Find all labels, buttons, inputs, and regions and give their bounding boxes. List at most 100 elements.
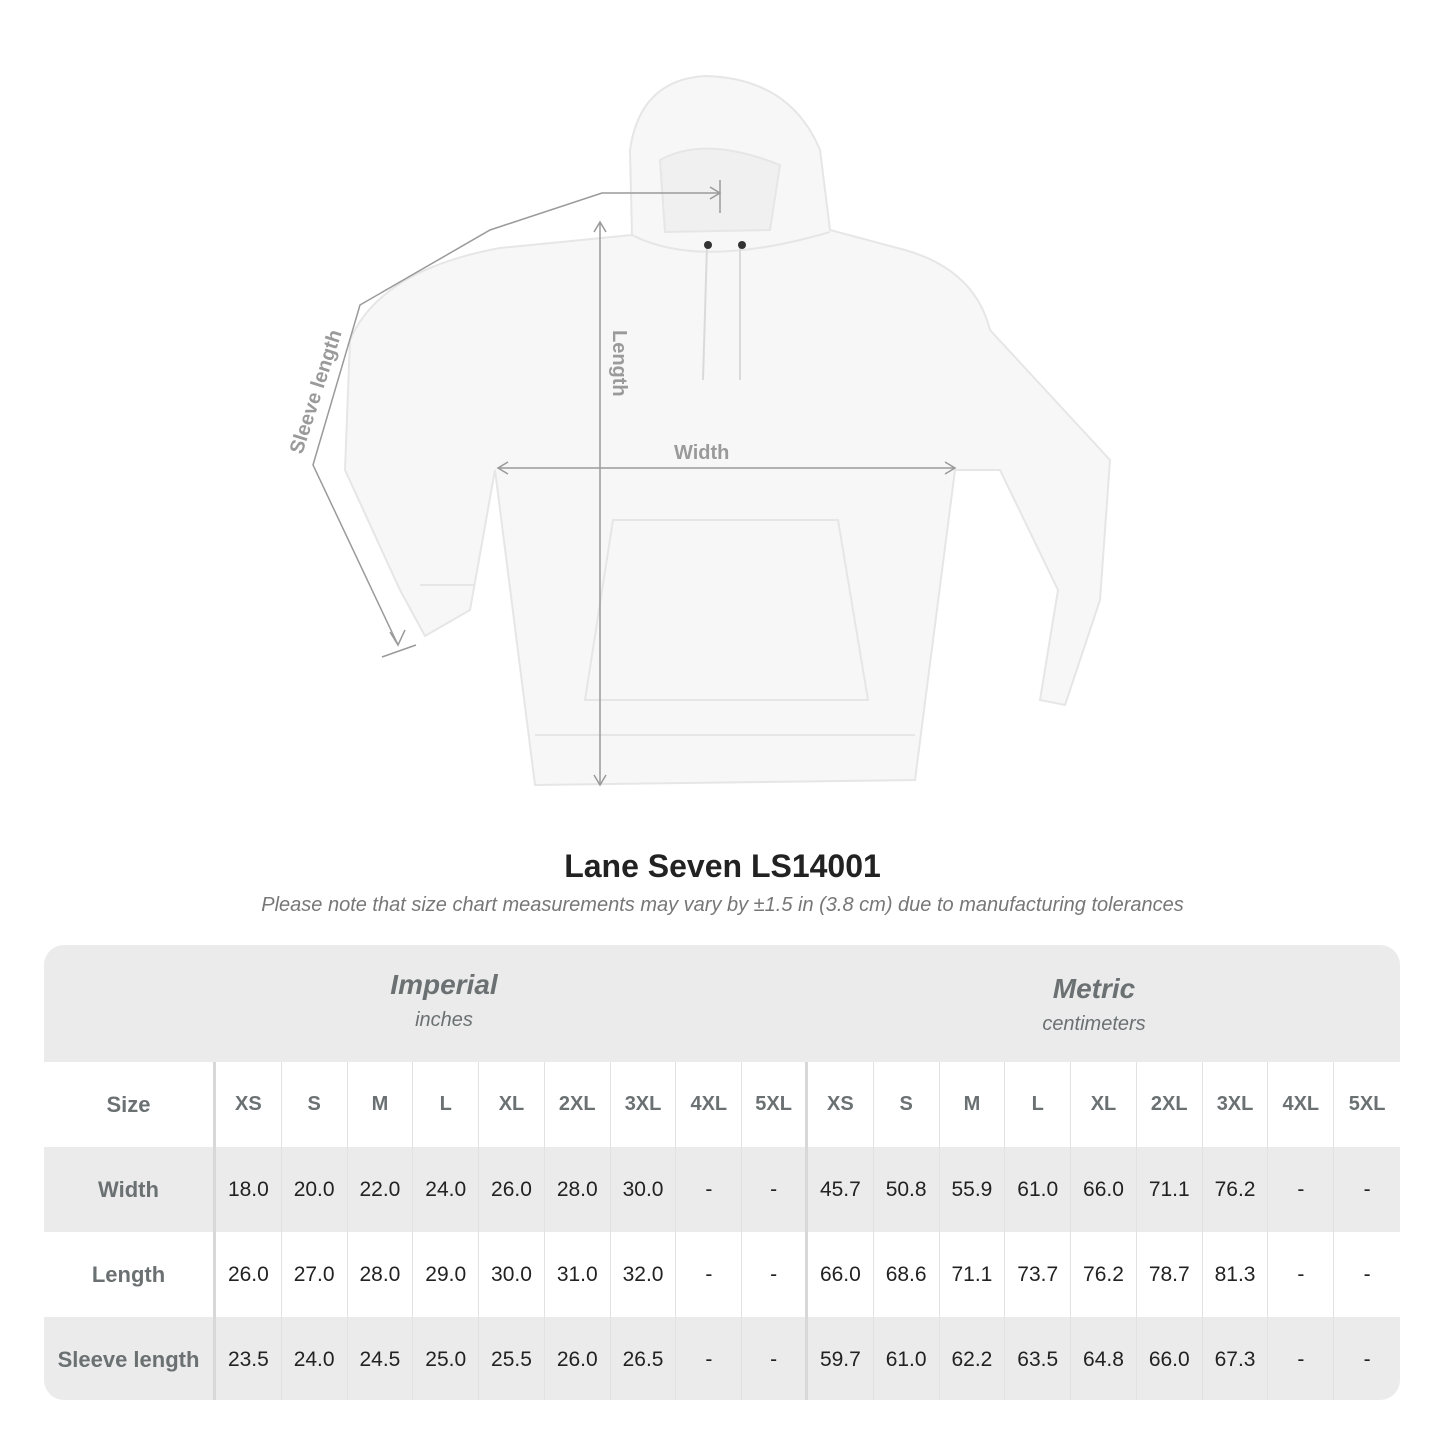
- size-header-cell: 4XL: [1268, 1062, 1335, 1147]
- value-cell: -: [1268, 1147, 1335, 1232]
- size-header-cell: 5XL: [742, 1062, 808, 1147]
- value-cell: 50.8: [874, 1147, 940, 1232]
- drawstring-eyelet: [738, 241, 746, 249]
- imperial-header: Imperial inches: [44, 945, 844, 1062]
- value-cell: 76.2: [1203, 1147, 1269, 1232]
- table-row: Length 26.0 27.0 28.0 29.0 30.0 31.0 32.0- -66.0…: [44, 1232, 1400, 1317]
- value-cell: 26.0: [479, 1147, 545, 1232]
- value-cell: 59.7: [808, 1317, 874, 1400]
- value-cell: 26.0: [216, 1232, 282, 1317]
- value-cell: -: [676, 1147, 743, 1232]
- size-header-cell: S: [874, 1062, 940, 1147]
- size-header-cell: M: [940, 1062, 1006, 1147]
- value-cell: -: [1363, 1177, 1371, 1201]
- value-cell: -: [1363, 1262, 1371, 1286]
- value-cell: 20.0: [282, 1147, 348, 1232]
- value-cell: 61.0: [874, 1317, 940, 1400]
- value-cell: 45.7: [808, 1147, 874, 1232]
- table-row: Width 18.0 20.0 22.0 24.0 26.0 28.0 30.0- -45.7 5…: [44, 1147, 1400, 1232]
- value-cell: 26.0: [545, 1317, 611, 1400]
- hoodie-garment: [343, 74, 1112, 787]
- value-cell: 29.0: [413, 1232, 480, 1317]
- value-cell: 28.0: [348, 1232, 414, 1317]
- value-cell: -: [742, 1147, 808, 1232]
- size-header-cell: 3XL: [611, 1062, 677, 1147]
- size-header-cell: 2XL: [1137, 1062, 1203, 1147]
- width-label: Width: [674, 442, 729, 464]
- size-row: Size XS S M L XL 2XL 3XL 4XL 5XL XS S M L XL 2XL 3XL 4XL 5…: [44, 1062, 1400, 1147]
- sleeve-length-line: [312, 192, 720, 646]
- value-cell: 22.0: [348, 1147, 414, 1232]
- value-cell: 76.2: [1071, 1232, 1137, 1317]
- size-header-cell: 4XL: [676, 1062, 743, 1147]
- value-cell: 71.1: [1137, 1147, 1203, 1232]
- imperial-unit: inches: [415, 1009, 473, 1031]
- value-cell: 73.7: [1005, 1232, 1072, 1317]
- row-label: Size: [44, 1062, 216, 1147]
- metric-header: Metric centimeters: [844, 949, 1344, 1066]
- sleeve-length-label: Sleeve length: [286, 327, 347, 456]
- table-row: Sleeve length 23.5 24.0 24.5 25.0 25.5 26.0 26.…: [44, 1317, 1400, 1400]
- value-cell: 23.5: [216, 1317, 282, 1400]
- length-label: Length: [608, 330, 630, 397]
- size-header-cell: L: [1005, 1062, 1072, 1147]
- value-cell: 28.0: [545, 1147, 611, 1232]
- row-label: Length: [44, 1232, 216, 1317]
- value-cell: -: [676, 1232, 743, 1317]
- sleeve-length-tick: [381, 180, 722, 658]
- value-cell: 24.0: [282, 1317, 348, 1400]
- value-cell: 62.2: [940, 1317, 1006, 1400]
- value-cell: 66.0: [1071, 1147, 1137, 1232]
- size-header-cell: 2XL: [545, 1062, 611, 1147]
- size-header-cell: 5XL: [1348, 1093, 1386, 1115]
- value-cell: 31.0: [545, 1232, 611, 1317]
- value-cell: 24.5: [348, 1317, 414, 1400]
- value-cell: 32.0: [611, 1232, 677, 1317]
- value-cell: 55.9: [940, 1147, 1006, 1232]
- page-title: Lane Seven LS14001: [564, 848, 881, 884]
- size-header-cell: 3XL: [1203, 1062, 1269, 1147]
- value-cell: 25.5: [479, 1317, 545, 1400]
- value-cell: 64.8: [1071, 1317, 1137, 1400]
- tolerance-note: Please note that size chart measurements…: [261, 894, 1184, 916]
- hoodie-illustration: Sleeve length Length Width: [286, 74, 1112, 787]
- drawstring-eyelet: [704, 241, 712, 249]
- row-label: Width: [44, 1147, 216, 1232]
- metric-unit: centimeters: [1042, 1013, 1146, 1035]
- size-header-cell: XS: [216, 1062, 282, 1147]
- value-cell: 78.7: [1137, 1232, 1203, 1317]
- size-header-cell: XL: [1071, 1062, 1137, 1147]
- imperial-title: Imperial: [390, 969, 498, 1000]
- value-cell: 25.0: [413, 1317, 480, 1400]
- value-cell: 24.0: [413, 1147, 480, 1232]
- value-cell: 30.0: [611, 1147, 677, 1232]
- value-cell: 26.5: [611, 1317, 677, 1400]
- unit-header-band: [44, 945, 1400, 1062]
- size-header-cell: XS: [808, 1062, 874, 1147]
- value-cell: -: [742, 1317, 808, 1400]
- value-cell: 63.5: [1005, 1317, 1072, 1400]
- value-cell: 68.6: [874, 1232, 940, 1317]
- row-label: Sleeve length: [44, 1317, 216, 1400]
- value-cell: -: [1268, 1232, 1335, 1317]
- value-cell: 66.0: [808, 1232, 874, 1317]
- value-cell: 67.3: [1203, 1317, 1269, 1400]
- size-header-cell: M: [348, 1062, 414, 1147]
- length-arrows: [593, 220, 607, 787]
- size-header-cell: XL: [479, 1062, 545, 1147]
- metric-title: Metric: [1052, 973, 1136, 1004]
- size-header-cell: S: [282, 1062, 348, 1147]
- value-cell: 71.1: [940, 1232, 1006, 1317]
- value-cell: -: [1363, 1347, 1371, 1371]
- size-chart-table: Imperial inches Metric centimeters Size X…: [44, 945, 1400, 1400]
- value-cell: 30.0: [479, 1232, 545, 1317]
- size-header-cell: L: [413, 1062, 480, 1147]
- value-cell: -: [1268, 1317, 1335, 1400]
- width-arrows: [496, 461, 957, 475]
- value-cell: 61.0: [1005, 1147, 1072, 1232]
- value-cell: 81.3: [1203, 1232, 1269, 1317]
- value-cell: -: [742, 1232, 808, 1317]
- value-cell: 18.0: [216, 1147, 282, 1232]
- value-cell: 27.0: [282, 1232, 348, 1317]
- value-cell: 66.0: [1137, 1317, 1203, 1400]
